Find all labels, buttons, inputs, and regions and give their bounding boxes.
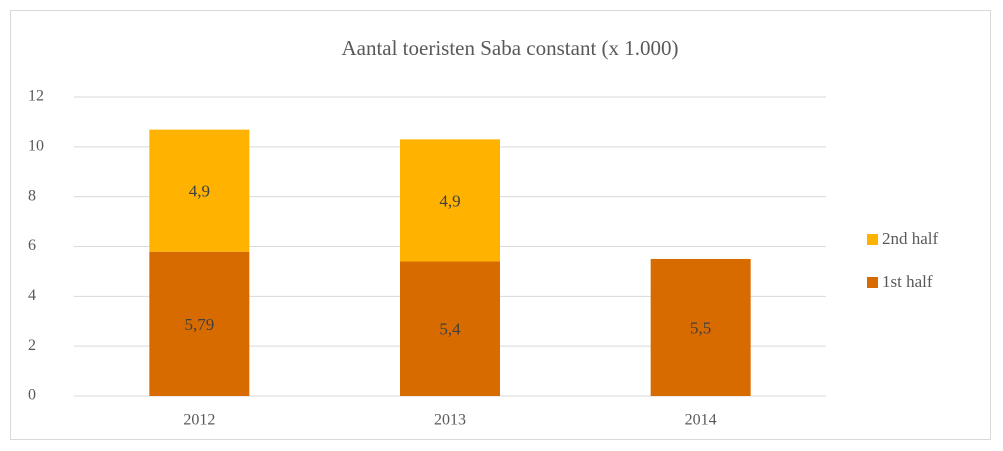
y-tick-label: 0 bbox=[28, 387, 36, 404]
bar-segment bbox=[400, 261, 500, 396]
y-tick-label: 12 bbox=[28, 88, 44, 105]
bar-segment bbox=[650, 258, 751, 396]
bar-segment bbox=[400, 139, 500, 262]
x-tick-label: 2012 bbox=[183, 412, 215, 429]
legend-swatch bbox=[867, 234, 878, 245]
y-tick-label: 6 bbox=[28, 237, 36, 254]
x-tick-label: 2013 bbox=[434, 412, 466, 429]
data-label: 5,5 bbox=[690, 318, 711, 337]
y-tick-label: 10 bbox=[28, 138, 44, 155]
data-label: 5,79 bbox=[184, 315, 214, 334]
x-tick-label: 2014 bbox=[685, 412, 717, 429]
data-label: 4,9 bbox=[439, 191, 460, 210]
bar-segment bbox=[149, 129, 250, 252]
y-tick-label: 2 bbox=[28, 337, 36, 354]
legend-label: 2nd half bbox=[882, 229, 939, 248]
chart-title: Aantal toeristen Saba constant (x 1.000) bbox=[341, 36, 678, 60]
data-label: 4,9 bbox=[189, 182, 210, 201]
legend-label: 1st half bbox=[882, 272, 933, 291]
legend-swatch bbox=[867, 277, 878, 288]
y-tick-label: 8 bbox=[28, 187, 36, 204]
bar-segment bbox=[149, 251, 250, 396]
y-tick-label: 4 bbox=[28, 287, 36, 304]
data-label: 5,4 bbox=[439, 320, 461, 339]
